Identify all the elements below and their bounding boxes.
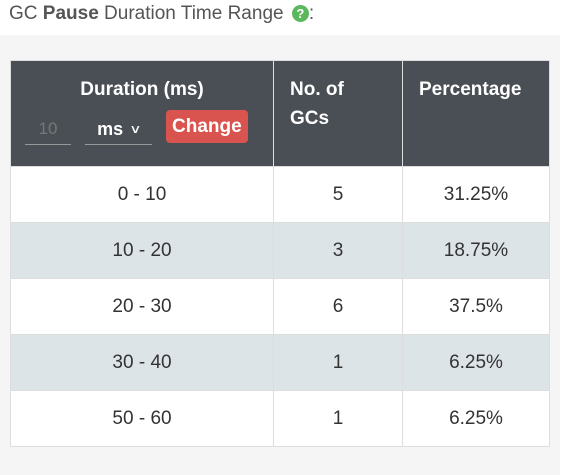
change-button[interactable]: Change <box>166 110 248 143</box>
count-cell: 1 <box>273 334 403 391</box>
gc-count-column-header: No. of GCs <box>273 60 403 167</box>
range-cell: 30 - 40 <box>10 334 274 391</box>
table-row: 10 - 20 3 18.75% <box>10 222 550 279</box>
count-cell: 5 <box>273 166 403 223</box>
heading-suffix: Duration Time Range <box>98 3 289 24</box>
unit-select[interactable]: ms ∨ <box>85 115 152 145</box>
range-cell: 50 - 60 <box>10 390 274 447</box>
heading-prefix: GC <box>9 3 43 24</box>
heading-trailing: : <box>308 3 315 24</box>
section-heading: GC Pause Duration Time Range ?: <box>9 2 314 26</box>
range-controls: ms ∨ Change <box>25 110 259 145</box>
question-circle-icon[interactable]: ? <box>291 5 309 22</box>
interval-input[interactable] <box>25 114 71 145</box>
percentage-cell: 6.25% <box>402 390 550 447</box>
heading-bold-word: Pause <box>42 3 99 24</box>
duration-header-label: Duration (ms) <box>80 79 204 100</box>
count-cell: 3 <box>273 222 403 279</box>
table-header-row: Duration (ms) ms ∨ Change No. of GCs Per… <box>10 60 550 167</box>
range-cell: 20 - 30 <box>10 278 274 335</box>
chevron-down-icon: ∨ <box>129 122 142 136</box>
gc-duration-range-table: Duration (ms) ms ∨ Change No. of GCs Per… <box>10 60 550 447</box>
percentage-column-header: Percentage <box>402 60 550 167</box>
count-cell: 6 <box>273 278 403 335</box>
table-row: 30 - 40 1 6.25% <box>10 334 550 391</box>
table-row: 20 - 30 6 37.5% <box>10 278 550 335</box>
table-row: 50 - 60 1 6.25% <box>10 390 550 447</box>
percentage-cell: 31.25% <box>402 166 550 223</box>
table-row: 0 - 10 5 31.25% <box>10 166 550 223</box>
percentage-cell: 37.5% <box>402 278 550 335</box>
count-cell: 1 <box>273 390 403 447</box>
range-cell: 0 - 10 <box>10 166 274 223</box>
duration-column-header: Duration (ms) ms ∨ Change <box>10 60 274 167</box>
percentage-cell: 18.75% <box>402 222 550 279</box>
range-cell: 10 - 20 <box>10 222 274 279</box>
percentage-cell: 6.25% <box>402 334 550 391</box>
unit-select-value: ms <box>97 119 124 139</box>
